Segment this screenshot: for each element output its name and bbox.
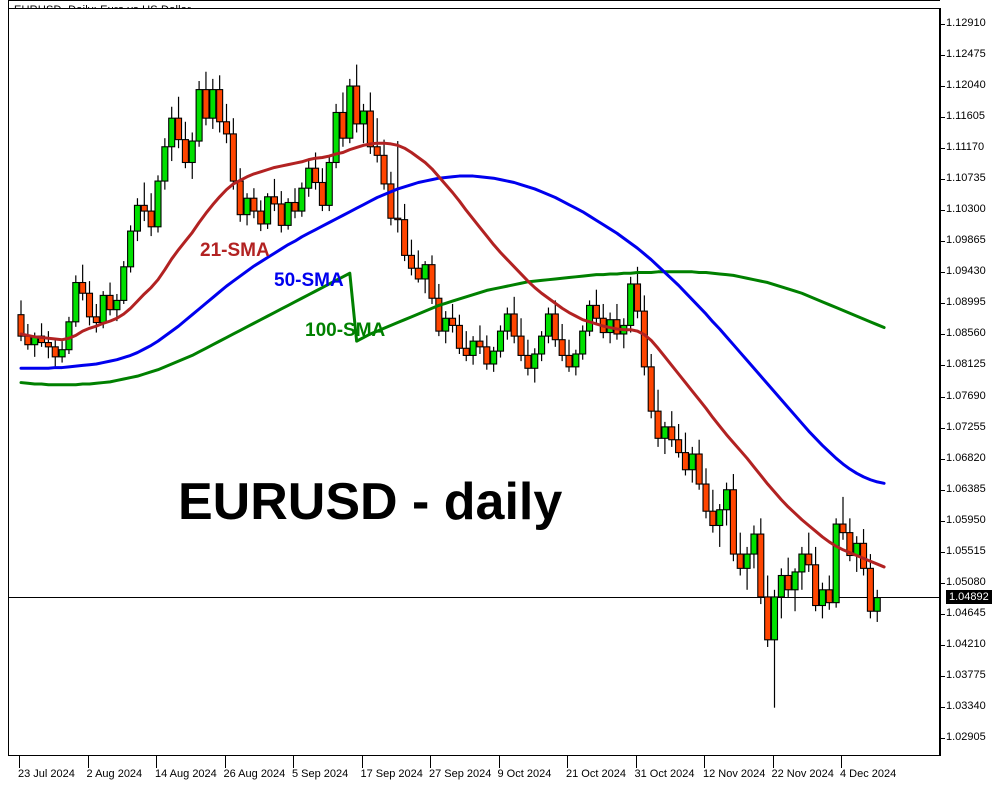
legend-label-50-sma: 50-SMA xyxy=(274,270,344,291)
price-tick xyxy=(940,272,945,274)
price-tick-label: 1.05950 xyxy=(946,513,986,526)
date-tick-label: 4 Dec 2024 xyxy=(840,768,897,780)
date-tick-label: 17 Sep 2024 xyxy=(360,768,423,780)
date-tick xyxy=(156,756,157,768)
date-tick-label: 9 Oct 2024 xyxy=(497,768,552,780)
date-tick xyxy=(567,756,568,768)
price-tick-label: 1.11605 xyxy=(946,109,985,122)
price-tick-label: 1.02905 xyxy=(946,731,986,744)
price-axis-spine xyxy=(940,8,941,756)
price-tick xyxy=(940,23,945,25)
chart-watermark: EURUSD - daily xyxy=(178,473,563,531)
plot-area[interactable] xyxy=(8,8,940,756)
price-tick xyxy=(940,551,945,553)
date-axis[interactable]: 23 Jul 2024 2 Aug 2024 14 Aug 2024 26 Aug 2… xyxy=(8,756,940,800)
price-tick-label: 1.08560 xyxy=(946,327,986,340)
date-tick-label: 14 Aug 2024 xyxy=(155,768,217,780)
date-tick-label: 22 Nov 2024 xyxy=(771,768,834,780)
price-tick-label: 1.03340 xyxy=(946,700,986,713)
price-tick-label: 1.05515 xyxy=(946,544,986,557)
date-tick-label: 26 Aug 2024 xyxy=(223,768,286,780)
date-tick xyxy=(841,756,842,768)
price-tick xyxy=(940,458,945,460)
date-tick xyxy=(19,756,20,768)
date-tick xyxy=(87,756,89,768)
price-tick xyxy=(940,241,945,243)
date-tick-label: 27 Sep 2024 xyxy=(429,768,492,780)
price-tick-label: 1.10300 xyxy=(946,203,986,216)
price-tick xyxy=(940,396,945,398)
current-price-marker[interactable]: 1.04892 xyxy=(946,589,992,604)
date-tick xyxy=(361,756,363,768)
price-tick xyxy=(940,738,945,740)
price-tick-label: 1.07690 xyxy=(946,389,986,402)
date-tick xyxy=(224,756,226,768)
sma50-line xyxy=(19,174,886,485)
price-tick-label: 1.08995 xyxy=(946,296,986,309)
price-axis[interactable]: 1.12910 1.12475 1.12040 1.11605 1.11170 1.107… xyxy=(940,0,1000,770)
price-tick xyxy=(940,489,945,491)
price-tick-label: 1.03775 xyxy=(946,669,986,682)
price-tick-label: 1.05080 xyxy=(946,576,986,589)
price-tick xyxy=(940,427,945,429)
date-tick xyxy=(704,756,705,768)
price-tick xyxy=(940,583,945,585)
price-tick-label: 1.04645 xyxy=(946,607,986,620)
price-tick-label: 1.11170 xyxy=(946,140,985,153)
price-tick xyxy=(940,303,945,305)
date-tick-label: 5 Sep 2024 xyxy=(292,768,349,780)
date-tick xyxy=(498,756,500,768)
price-tick-label: 1.08125 xyxy=(946,358,986,371)
date-tick xyxy=(293,756,294,768)
legend-label-21-sma: 21-SMA xyxy=(200,240,270,261)
price-tick xyxy=(940,54,945,56)
candle-series xyxy=(17,64,881,708)
price-tick-label: 1.06385 xyxy=(946,482,986,495)
date-tick-label: 2 Aug 2024 xyxy=(86,768,143,780)
price-tick xyxy=(940,147,945,149)
price-tick-label: 1.06820 xyxy=(946,451,986,464)
date-tick-label: 23 Jul 2024 xyxy=(18,768,75,780)
date-tick xyxy=(430,756,431,768)
price-tick xyxy=(940,116,945,118)
price-tick xyxy=(940,334,945,336)
price-tick xyxy=(940,614,945,616)
sma21-line xyxy=(19,141,886,569)
price-tick-label: 1.09865 xyxy=(946,234,986,247)
legend-label-100-sma: 100-SMA xyxy=(305,320,386,341)
price-tick-label: 1.04210 xyxy=(946,638,986,651)
price-tick-label: 1.12910 xyxy=(946,16,986,29)
date-tick-label: 31 Oct 2024 xyxy=(634,768,695,780)
price-tick xyxy=(940,676,945,678)
price-tick xyxy=(940,210,945,212)
candlestick-plot[interactable] xyxy=(9,9,939,755)
price-tick xyxy=(940,365,945,367)
date-tick-label: 12 Nov 2024 xyxy=(703,768,766,780)
date-tick xyxy=(772,756,774,768)
price-tick-label: 1.07255 xyxy=(946,420,986,433)
sma100-line xyxy=(19,270,886,387)
price-tick xyxy=(940,707,945,709)
price-tick xyxy=(940,645,945,647)
price-tick-label: 1.12040 xyxy=(946,78,986,91)
price-tick-label: 1.10735 xyxy=(946,171,986,184)
price-tick xyxy=(940,178,945,180)
price-tick xyxy=(940,520,945,522)
price-tick-label: 1.12475 xyxy=(946,47,986,60)
date-tick xyxy=(635,756,637,768)
price-tick xyxy=(940,85,945,87)
price-tick-label: 1.09430 xyxy=(946,265,986,278)
date-tick-label: 21 Oct 2024 xyxy=(566,768,626,780)
